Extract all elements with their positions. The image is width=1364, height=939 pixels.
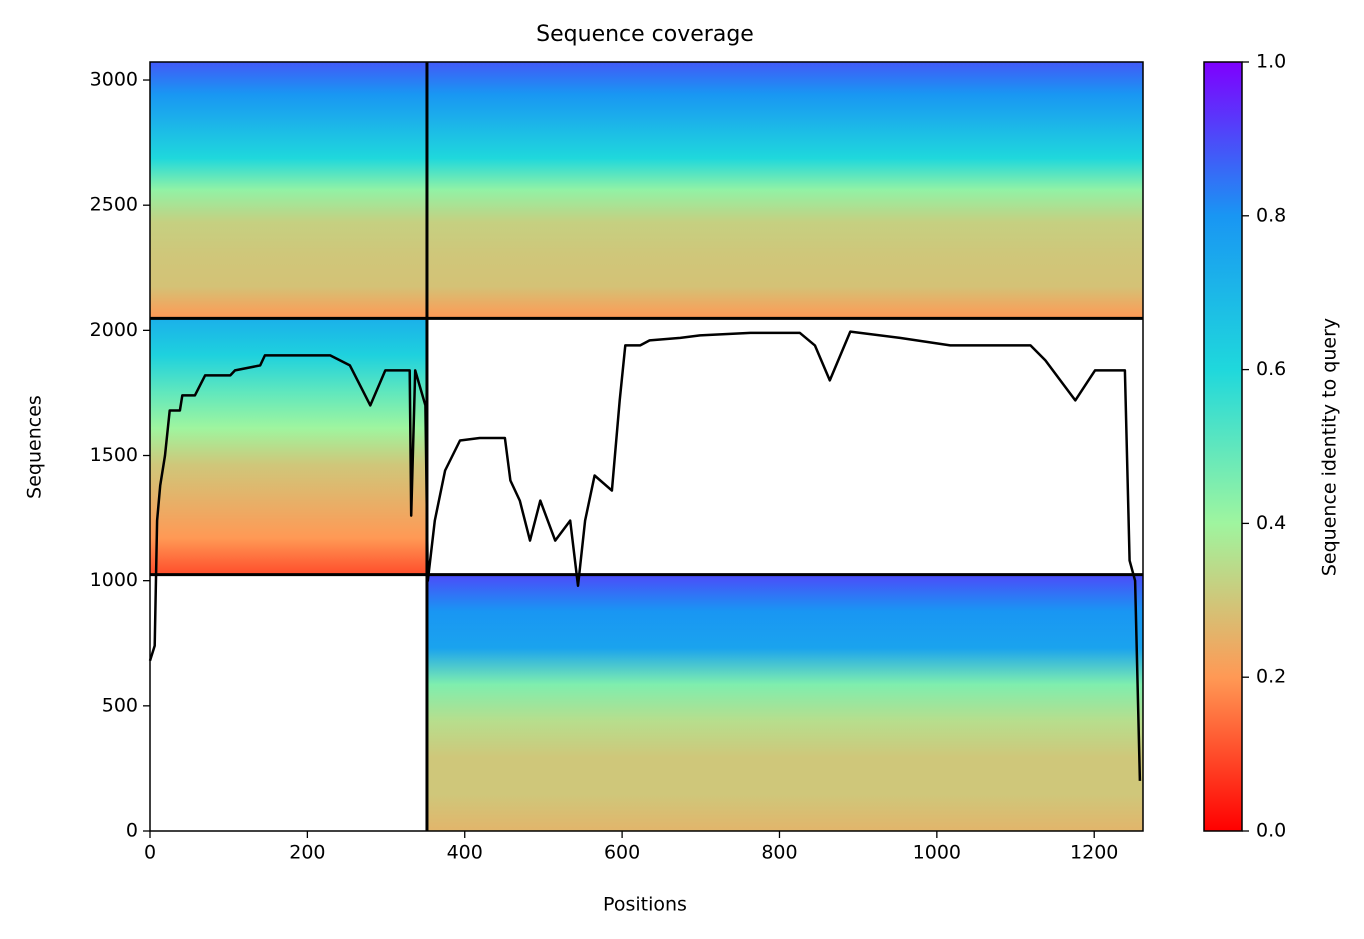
colorbar-tick-label: 0.2 <box>1256 666 1286 688</box>
colorbar-tick-label: 1.0 <box>1256 51 1286 73</box>
plot-frame <box>149 61 1144 832</box>
x-axis-label: Positions <box>603 894 687 916</box>
y-tick-label: 0 <box>126 820 138 842</box>
colorbar-tick-label: 0.4 <box>1256 512 1286 534</box>
coverage-line <box>148 330 1142 781</box>
x-tick-label: 800 <box>761 842 797 864</box>
x-tick-label: 400 <box>447 842 483 864</box>
x-tick-label: 600 <box>604 842 640 864</box>
coverage-block <box>150 62 1143 319</box>
colorbar-tick-label: 0.0 <box>1256 820 1286 842</box>
colorbar-label: Sequence identity to query <box>1319 318 1341 576</box>
y-tick-label: 1500 <box>90 444 138 466</box>
colorbar <box>1203 61 1243 832</box>
x-tick-label: 0 <box>144 842 156 864</box>
colorbar-tick-label: 0.6 <box>1256 358 1286 380</box>
coverage-block <box>150 318 427 575</box>
y-tick-label: 1000 <box>90 569 138 591</box>
chart-title: Sequence coverage <box>536 22 754 47</box>
x-tick-label: 1200 <box>1070 842 1118 864</box>
x-tick-label: 1000 <box>913 842 961 864</box>
y-tick-label: 500 <box>102 694 138 716</box>
y-tick-label: 2000 <box>90 319 138 341</box>
coverage-block <box>426 574 1144 831</box>
y-axis-label: Sequences <box>24 395 46 499</box>
y-tick-label: 2500 <box>90 194 138 216</box>
x-tick-label: 200 <box>289 842 325 864</box>
colorbar-tick-label: 0.8 <box>1256 204 1286 226</box>
y-tick-label: 3000 <box>90 69 138 91</box>
